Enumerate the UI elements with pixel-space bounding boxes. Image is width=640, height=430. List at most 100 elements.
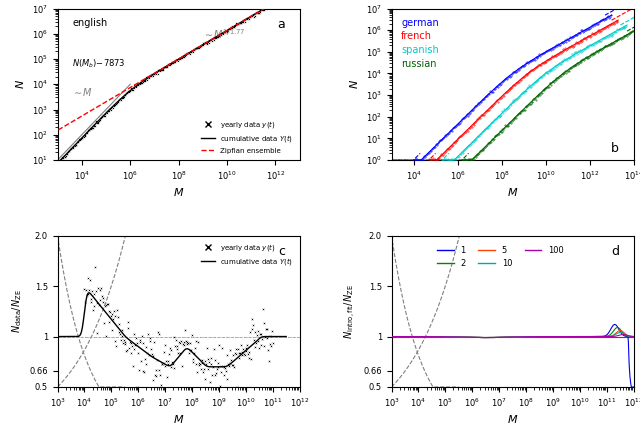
Point [428,155,438,162]
Point [539,72,549,79]
Point [212,359,223,366]
Point [595,27,605,34]
Point [227,362,237,369]
Point [558,46,568,52]
Point [508,82,518,89]
Point [107,103,117,110]
Point [83,274,93,281]
Point [555,72,565,79]
Point [506,73,516,80]
Point [465,109,476,116]
Point [473,132,483,139]
Point [573,60,583,67]
Point [513,109,524,116]
Point [97,113,107,120]
Point [214,32,224,39]
Point [164,345,175,352]
Point [449,156,460,163]
Point [452,122,462,129]
Point [63,149,73,156]
Point [160,63,170,70]
Point [454,153,464,160]
Point [505,119,515,126]
Point [260,5,271,12]
Point [127,343,137,350]
Point [217,30,227,37]
Point [270,0,280,6]
Point [529,96,540,103]
Point [496,94,506,101]
Point [512,111,522,118]
Point [65,146,76,153]
1 [450,334,458,339]
Text: $\sim\!M$: $\sim\!M$ [72,86,93,98]
Point [550,62,560,69]
Point [232,20,242,27]
Point [531,64,541,71]
Point [516,76,526,83]
Point [252,8,262,15]
Point [527,66,538,73]
Point [556,61,566,68]
Point [508,68,518,75]
Point [509,81,519,88]
Point [456,148,467,155]
5 [550,334,557,339]
Point [570,32,580,39]
Point [486,120,497,126]
Point [93,118,104,125]
Point [430,144,440,150]
Point [150,366,161,373]
Point [458,115,468,122]
Point [208,364,218,371]
Point [209,345,219,352]
Point [536,59,547,66]
Point [120,341,130,347]
Point [76,135,86,142]
Point [497,108,508,115]
Point [97,293,107,300]
100 [498,335,506,340]
Point [166,60,177,67]
Point [438,135,449,142]
Point [242,341,252,348]
Point [216,369,227,376]
Point [113,98,123,104]
Point [562,46,572,53]
Point [493,130,503,137]
Point [207,36,218,43]
Point [144,73,154,80]
Point [161,358,172,365]
Point [508,83,518,90]
Point [61,150,72,157]
Point [536,61,546,68]
Point [575,30,585,37]
Point [441,147,451,154]
Point [572,50,582,57]
Point [100,303,110,310]
Point [583,33,593,40]
Point [552,75,563,82]
Point [77,135,88,141]
Point [599,34,609,41]
Point [584,42,595,49]
Point [226,356,236,363]
Point [441,156,451,163]
Point [262,334,272,341]
Point [245,329,255,336]
Point [484,107,494,114]
Point [576,49,586,56]
Point [520,71,531,78]
Point [564,54,574,61]
Point [550,53,560,60]
Point [547,78,557,85]
Point [516,91,526,98]
Point [239,352,250,359]
Point [596,37,607,44]
Point [585,52,595,59]
Point [467,157,477,163]
Point [593,27,603,34]
Point [472,116,483,123]
Point [573,39,583,46]
Point [587,41,597,48]
